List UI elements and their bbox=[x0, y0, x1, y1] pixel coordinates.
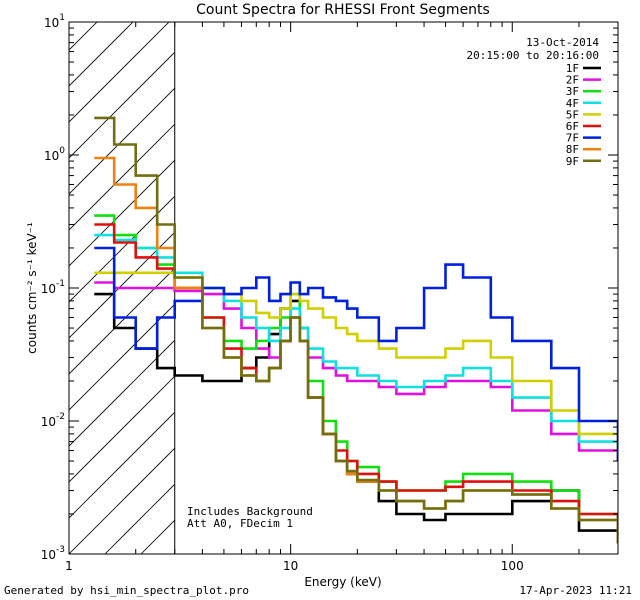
series-line-7f bbox=[94, 246, 618, 461]
y-tick-labels: 10-3 10-2 10-1 100 101 bbox=[41, 13, 66, 562]
series-line-5f bbox=[94, 271, 618, 451]
hatch-line bbox=[537, 0, 640, 554]
y-axis-label: counts cm⁻² s⁻¹ keV⁻¹ bbox=[25, 222, 39, 354]
hatch-line bbox=[69, 411, 175, 519]
x-axis-label: Energy (keV) bbox=[304, 575, 381, 589]
hatch-line bbox=[69, 159, 175, 267]
legend-label-1f: 1F bbox=[566, 62, 579, 75]
x-tick-label: 100 bbox=[501, 559, 524, 573]
hatch-line bbox=[573, 0, 640, 554]
legend-label-6f: 6F bbox=[566, 120, 579, 133]
hatch-line bbox=[69, 51, 175, 159]
x-tick-label: 1 bbox=[65, 559, 73, 573]
y-tick-label: 10-3 bbox=[41, 545, 65, 562]
legend-label-8f: 8F bbox=[566, 143, 579, 156]
y-tick-label: 100 bbox=[44, 146, 65, 163]
x-tick-labels: 1 10 100 bbox=[65, 559, 524, 573]
legend-label-9f: 9F bbox=[566, 155, 579, 168]
legend-label-7f: 7F bbox=[566, 132, 579, 145]
footer-timestamp: 17-Apr-2023 11:21 bbox=[519, 584, 632, 597]
hatch-line bbox=[69, 303, 175, 411]
hatch-line bbox=[0, 0, 17, 554]
legend-label-2f: 2F bbox=[566, 74, 579, 87]
legend-label-5f: 5F bbox=[566, 108, 579, 121]
hatch-line bbox=[69, 22, 170, 123]
annotation-attenuator: Att A0, FDecim 1 bbox=[187, 517, 293, 530]
hatch-line bbox=[69, 87, 175, 195]
hatch-line bbox=[69, 267, 175, 375]
x-tick-label: 10 bbox=[283, 559, 298, 573]
hatch-line bbox=[0, 0, 89, 554]
y-tick-label: 10-1 bbox=[41, 279, 65, 296]
annotation-background: Includes Background bbox=[187, 505, 313, 518]
hatch-line bbox=[69, 375, 175, 483]
chart-title: Count Spectra for RHESSI Front Segments bbox=[196, 2, 490, 18]
axis-ticks bbox=[68, 21, 619, 555]
series-layer bbox=[94, 116, 618, 544]
time-range-header: 20:15:00 to 20:16:00 bbox=[467, 49, 599, 62]
y-tick-label: 101 bbox=[44, 13, 65, 30]
hatch-line bbox=[69, 22, 98, 51]
legend-label-3f: 3F bbox=[566, 85, 579, 98]
date-header: 13-Oct-2014 bbox=[526, 36, 599, 49]
series-line-1f bbox=[94, 292, 618, 544]
hatch-line bbox=[69, 447, 175, 554]
series-line-9f bbox=[94, 116, 618, 544]
series-line-4f bbox=[94, 233, 618, 451]
y-tick-label: 10-2 bbox=[41, 412, 65, 429]
hatch-line bbox=[393, 0, 640, 554]
footer-generator: Generated by hsi_min_spectra_plot.pro bbox=[4, 584, 249, 597]
hatch-line bbox=[429, 0, 640, 554]
hatch-line bbox=[357, 0, 640, 554]
excluded-region-hatch bbox=[0, 0, 640, 554]
legend-label-4f: 4F bbox=[566, 97, 579, 110]
hatch-line bbox=[609, 0, 640, 554]
